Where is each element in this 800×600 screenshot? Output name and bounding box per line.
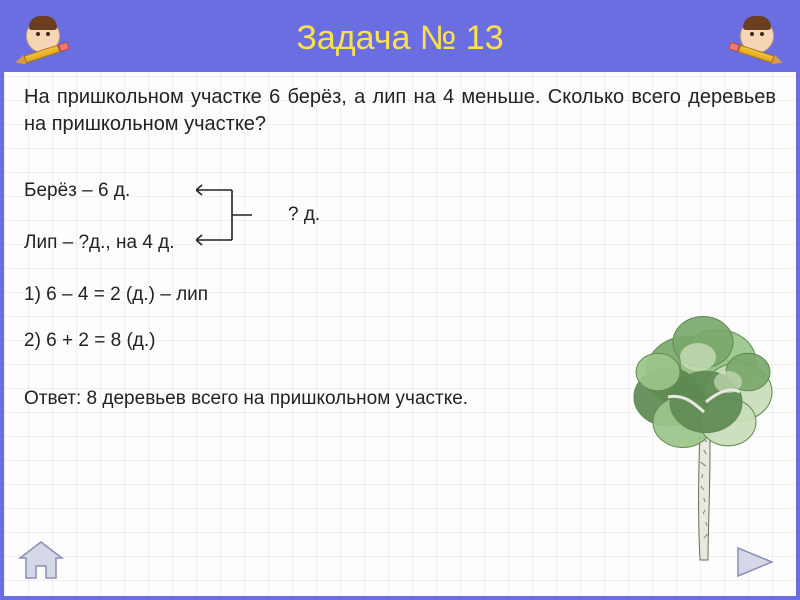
page-title: Задача № 13 [296, 19, 503, 58]
next-button[interactable] [732, 542, 782, 582]
problem-text: На пришкольном участке 6 берёз, а лип на… [24, 84, 776, 138]
decor-kid-left [10, 6, 76, 66]
brace-diagram: ? д. [196, 176, 320, 254]
decor-kid-right [724, 6, 790, 66]
page-frame: Задача № 13 На пришкольном участке 6 бер… [0, 0, 800, 600]
home-button[interactable] [16, 538, 66, 582]
tree-illustration [628, 302, 778, 562]
header-bar: Задача № 13 [4, 4, 796, 72]
given-line-2: Лип – ?д., на 4 д. [24, 232, 776, 254]
brace-label: ? д. [288, 204, 320, 226]
given-line-1: Берёз – 6 д. [24, 180, 776, 202]
